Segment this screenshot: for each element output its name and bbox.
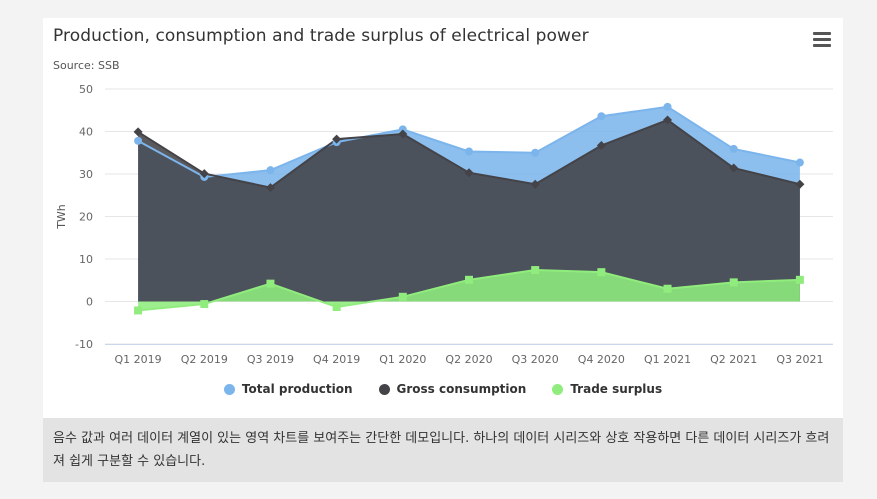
point-gross-consumption[interactable] bbox=[133, 127, 143, 137]
legend-marker bbox=[552, 383, 564, 395]
y-tick-label: -10 bbox=[75, 338, 93, 351]
point-gross-consumption[interactable] bbox=[596, 141, 606, 151]
x-tick-label: Q3 2021 bbox=[776, 353, 823, 366]
y-axis-ticks: 50 40 30 20 10 0 -10 bbox=[75, 83, 93, 351]
legend-item-gross-consumption[interactable]: Gross consumption bbox=[378, 382, 527, 396]
point-gross-consumption[interactable] bbox=[199, 169, 209, 179]
chart-subtitle: Source: SSB bbox=[53, 59, 120, 72]
point-trade-surplus[interactable] bbox=[795, 275, 804, 284]
point-trade-surplus[interactable] bbox=[531, 266, 540, 275]
point-total-production[interactable] bbox=[597, 112, 606, 121]
legend-item-total-production[interactable]: Total production bbox=[223, 382, 353, 396]
legend-label: Gross consumption bbox=[396, 382, 527, 396]
x-tick-label: Q2 2021 bbox=[710, 353, 757, 366]
y-tick-label: 0 bbox=[86, 296, 93, 309]
point-trade-surplus[interactable] bbox=[597, 268, 606, 277]
point-gross-consumption[interactable] bbox=[795, 179, 805, 189]
point-total-production[interactable] bbox=[729, 144, 738, 153]
area-trade-surplus[interactable] bbox=[138, 270, 800, 311]
point-trade-surplus[interactable] bbox=[398, 292, 407, 301]
x-tick-label: Q4 2020 bbox=[578, 353, 625, 366]
point-gross-consumption[interactable] bbox=[530, 179, 540, 189]
point-gross-consumption[interactable] bbox=[398, 129, 408, 139]
point-gross-consumption[interactable] bbox=[663, 115, 673, 125]
x-tick-label: Q1 2021 bbox=[644, 353, 691, 366]
y-tick-label: 50 bbox=[79, 83, 93, 96]
y-tick-label: 40 bbox=[79, 126, 93, 139]
point-total-production[interactable] bbox=[795, 158, 804, 167]
point-total-production[interactable] bbox=[663, 102, 672, 111]
legend-label: Total production bbox=[241, 382, 353, 396]
x-tick-label: Q3 2019 bbox=[247, 353, 294, 366]
x-tick-label: Q3 2020 bbox=[512, 353, 559, 366]
point-gross-consumption[interactable] bbox=[464, 168, 474, 178]
x-tick-label: Q1 2019 bbox=[115, 353, 162, 366]
x-tick-label: Q2 2020 bbox=[445, 353, 492, 366]
area-gross-consumption[interactable] bbox=[138, 120, 800, 302]
legend-item-trade-surplus[interactable]: Trade surplus bbox=[552, 382, 662, 396]
x-tick-label: Q2 2019 bbox=[181, 353, 228, 366]
point-trade-surplus[interactable] bbox=[663, 284, 672, 293]
point-trade-surplus[interactable] bbox=[729, 278, 738, 287]
point-total-production[interactable] bbox=[266, 166, 275, 175]
legend: Total production Gross consumption Trade… bbox=[43, 382, 843, 396]
point-total-production[interactable] bbox=[398, 125, 407, 134]
point-gross-consumption[interactable] bbox=[729, 163, 739, 173]
y-tick-label: 30 bbox=[79, 168, 93, 181]
chart-description: 음수 값과 여러 데이터 계열이 있는 영역 차트를 보여주는 간단한 데모입니… bbox=[43, 418, 843, 482]
series-areas bbox=[138, 106, 800, 311]
x-tick-label: Q1 2020 bbox=[379, 353, 426, 366]
point-trade-surplus[interactable] bbox=[134, 306, 143, 315]
point-total-production[interactable] bbox=[465, 147, 473, 156]
chart-card: Production, consumption and trade surplu… bbox=[43, 18, 843, 418]
point-trade-surplus[interactable] bbox=[266, 279, 275, 288]
legend-marker bbox=[378, 383, 390, 395]
point-trade-surplus[interactable] bbox=[465, 275, 473, 284]
series-markers bbox=[133, 102, 805, 315]
legend-label: Trade surplus bbox=[570, 382, 663, 396]
point-gross-consumption[interactable] bbox=[332, 134, 342, 144]
legend-marker bbox=[223, 383, 235, 395]
chart-title: Production, consumption and trade surplu… bbox=[53, 26, 589, 46]
y-tick-label: 20 bbox=[79, 211, 93, 224]
x-tick-label: Q4 2019 bbox=[313, 353, 360, 366]
y-tick-label: 10 bbox=[79, 253, 93, 266]
area-chart: 50 40 30 20 10 0 -10 TWh Q1 2019 Q2 2019 Q3 2019… bbox=[55, 83, 833, 366]
point-trade-surplus[interactable] bbox=[332, 303, 341, 312]
point-gross-consumption[interactable] bbox=[265, 183, 275, 193]
point-total-production[interactable] bbox=[134, 136, 143, 145]
y-axis-title: TWh bbox=[55, 204, 68, 230]
x-axis: Q1 2019 Q2 2019 Q3 2019 Q4 2019 Q1 2020 Q2 20… bbox=[105, 344, 833, 366]
hamburger-menu-icon[interactable] bbox=[813, 32, 831, 48]
point-trade-surplus[interactable] bbox=[200, 300, 209, 309]
point-total-production[interactable] bbox=[531, 148, 540, 157]
